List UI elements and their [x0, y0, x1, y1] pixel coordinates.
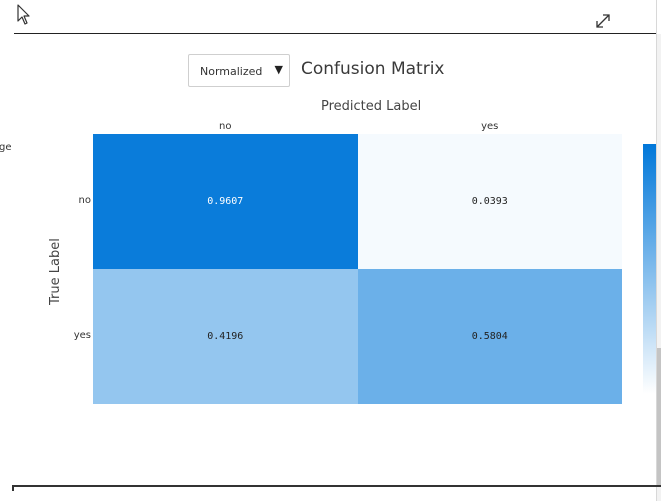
arrow-cursor-icon — [17, 4, 30, 25]
normalization-select-value: Normalized — [200, 65, 263, 78]
scrollbar-thumb[interactable] — [657, 348, 661, 486]
normalization-select[interactable]: Normalized ▼ — [188, 54, 290, 87]
y-axis-title: True Label — [48, 238, 63, 305]
expand-diagonal-icon[interactable] — [594, 12, 612, 30]
next-panel-frame — [12, 485, 661, 491]
x-tick-label: no — [219, 121, 232, 132]
panel-right-border — [656, 0, 657, 501]
chart-title: Confusion Matrix — [301, 59, 445, 79]
y-tick-label: yes — [73, 329, 91, 341]
heatmap-cell[interactable]: 0.4196 — [93, 269, 358, 404]
heatmap-cell[interactable]: 0.9607 — [93, 134, 358, 269]
clipped-side-text: ge — [0, 142, 12, 153]
heatmap-cell[interactable]: 0.0393 — [357, 134, 622, 269]
heatmap-cell[interactable]: 0.5804 — [357, 269, 622, 404]
colorbar-gradient — [643, 144, 656, 394]
y-tick-label: no — [78, 194, 91, 206]
colorbar — [643, 144, 656, 394]
scrollbar-track[interactable] — [657, 34, 661, 501]
x-tick-label: yes — [481, 121, 499, 132]
header-divider — [14, 33, 656, 34]
x-axis-title: Predicted Label — [321, 99, 422, 114]
chevron-down-icon: ▼ — [274, 63, 283, 76]
